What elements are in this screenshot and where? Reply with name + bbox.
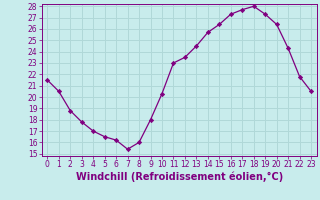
X-axis label: Windchill (Refroidissement éolien,°C): Windchill (Refroidissement éolien,°C) xyxy=(76,172,283,182)
